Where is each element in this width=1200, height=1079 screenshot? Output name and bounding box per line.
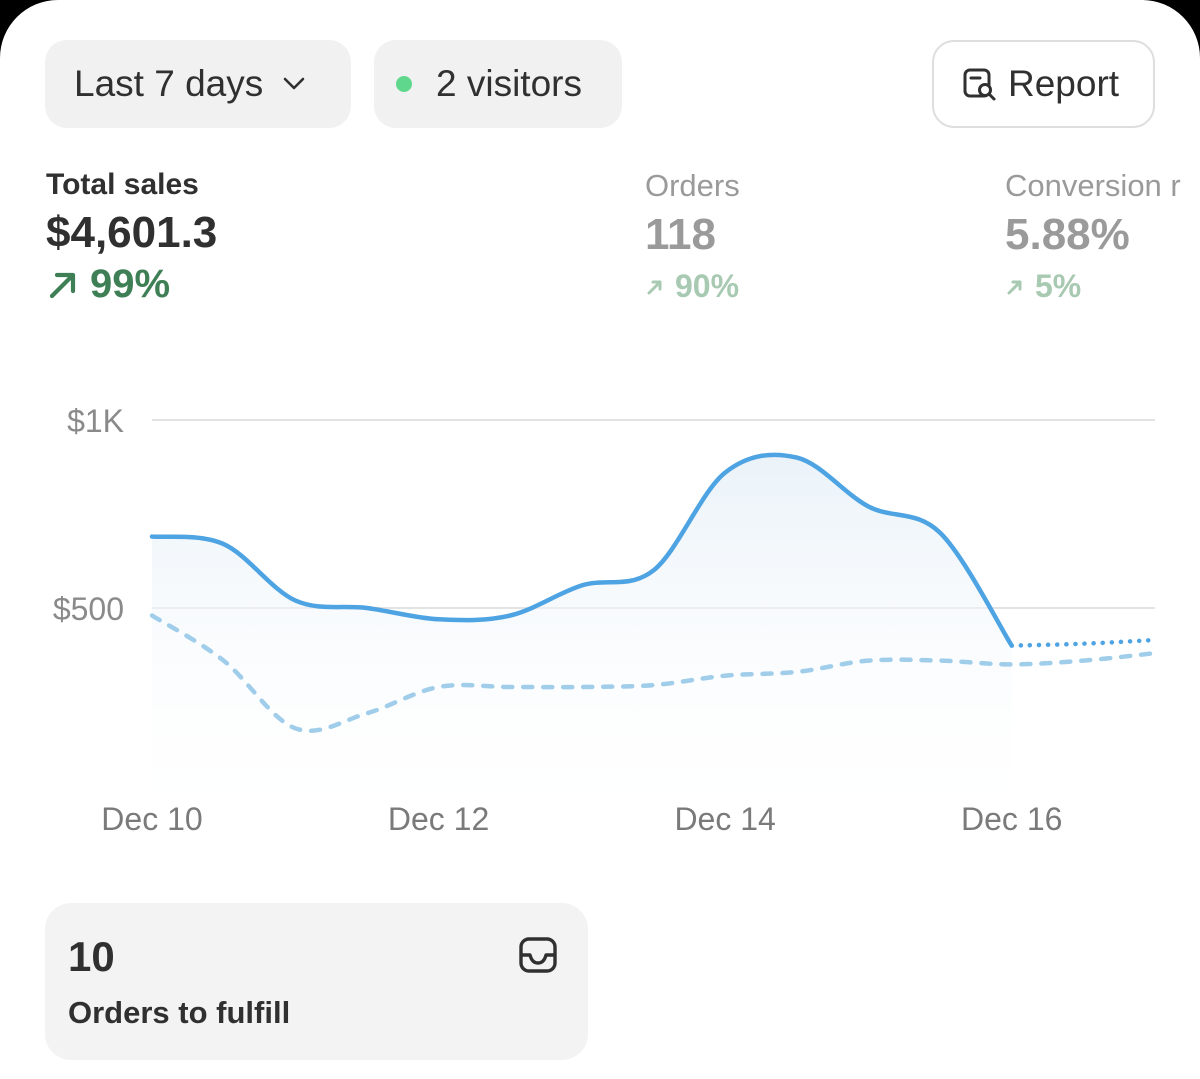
orders-label: Orders	[645, 168, 740, 203]
total-sales-metric[interactable]: Total sales $4,601.3 99%	[46, 168, 217, 307]
report-label: Report	[1008, 63, 1120, 104]
sales-chart[interactable]: $500 $1K Dec 10 Dec 12 Dec 14 Dec 16	[0, 380, 1200, 860]
x-tick-label: Dec 16	[961, 801, 1062, 837]
report-search-icon	[963, 68, 996, 101]
x-tick-label: Dec 10	[101, 801, 202, 837]
orders-to-fulfill-label: Orders to fulfill	[68, 995, 291, 1030]
orders-to-fulfill-card[interactable]: 10 Orders to fulfill	[45, 903, 588, 1060]
conversion-rate-value: 5.88%	[1005, 210, 1130, 259]
x-tick-label: Dec 14	[674, 801, 775, 837]
arrow-up-right-icon	[1007, 280, 1022, 294]
total-sales-label: Total sales	[46, 168, 199, 201]
series-line-incomplete	[1009, 637, 1158, 648]
report-button[interactable]: Report	[932, 40, 1155, 128]
orders-to-fulfill-count: 10	[68, 933, 115, 980]
arrow-up-right-icon	[647, 280, 662, 294]
conversion-rate-label: Conversion r	[1005, 168, 1181, 203]
x-tick-label: Dec 12	[388, 801, 489, 837]
date-range-dropdown[interactable]: Last 7 days	[45, 40, 351, 128]
y-tick-label: $500	[53, 591, 124, 627]
series-line-current	[149, 452, 1014, 648]
orders-value: 118	[645, 210, 716, 259]
orders-metric[interactable]: Orders 118 90%	[645, 168, 740, 305]
live-status-dot	[396, 76, 412, 92]
orders-change-value: 90%	[675, 268, 740, 304]
arrow-up-right-icon	[49, 272, 76, 298]
total-sales-change: 99%	[46, 262, 217, 307]
chevron-down-icon	[283, 77, 305, 90]
conversion-rate-change-value: 5%	[1035, 268, 1082, 304]
y-tick-label: $1K	[67, 403, 124, 439]
total-sales-value: $4,601.3	[46, 208, 218, 257]
visitors-label: 2 visitors	[436, 63, 582, 104]
conversion-rate-change: 5%	[1005, 268, 1181, 305]
total-sales-change-value: 99%	[90, 262, 171, 306]
date-range-label: Last 7 days	[74, 63, 264, 104]
live-visitors-button[interactable]: 2 visitors	[374, 40, 622, 128]
series-area	[152, 454, 1012, 840]
series-line-previous	[149, 613, 1158, 733]
inbox-icon	[519, 937, 557, 973]
orders-change: 90%	[645, 268, 740, 305]
conversion-rate-metric[interactable]: Conversion r 5.88% 5%	[1005, 168, 1181, 305]
